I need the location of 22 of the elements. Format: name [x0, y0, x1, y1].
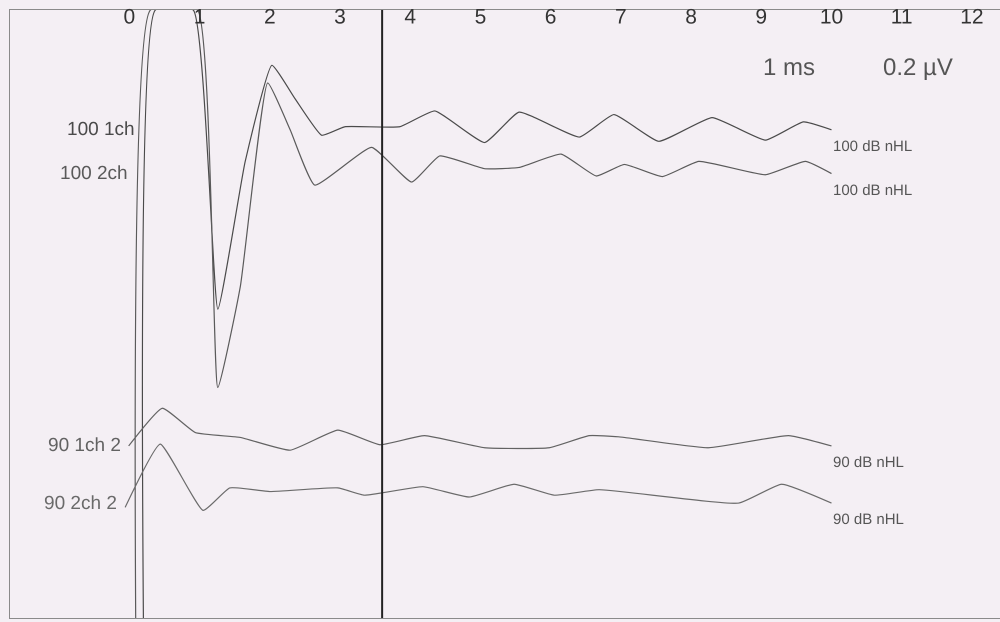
x-tick-label: 12 [960, 6, 984, 28]
x-tick-label: 8 [685, 6, 697, 28]
series-label: 90 1ch 2 [48, 435, 121, 456]
annotation: 1 ms [763, 54, 816, 81]
annotation: 90 dB nHL [833, 454, 904, 471]
annotation: 0.2 µV [883, 54, 953, 81]
x-tick-label: 2 [264, 6, 276, 28]
series-label: 100 1ch [67, 119, 135, 140]
x-tick-label: 10 [820, 6, 844, 28]
series-label: 100 2ch [60, 163, 128, 184]
annotation: 90 dB nHL [833, 511, 904, 528]
x-tick-label: 7 [615, 6, 627, 28]
x-tick-label: 0 [124, 6, 136, 28]
x-tick-label: 5 [474, 6, 486, 28]
annotation: 100 dB nHL [833, 182, 912, 199]
x-tick-label: 9 [755, 6, 768, 28]
x-tick-label: 4 [404, 6, 416, 28]
x-tick-label: 6 [544, 6, 556, 28]
series-label: 90 2ch 2 [44, 493, 117, 514]
x-tick-label: 3 [334, 6, 346, 28]
x-tick-label: 11 [890, 6, 913, 28]
annotation: 100 dB nHL [833, 138, 912, 155]
